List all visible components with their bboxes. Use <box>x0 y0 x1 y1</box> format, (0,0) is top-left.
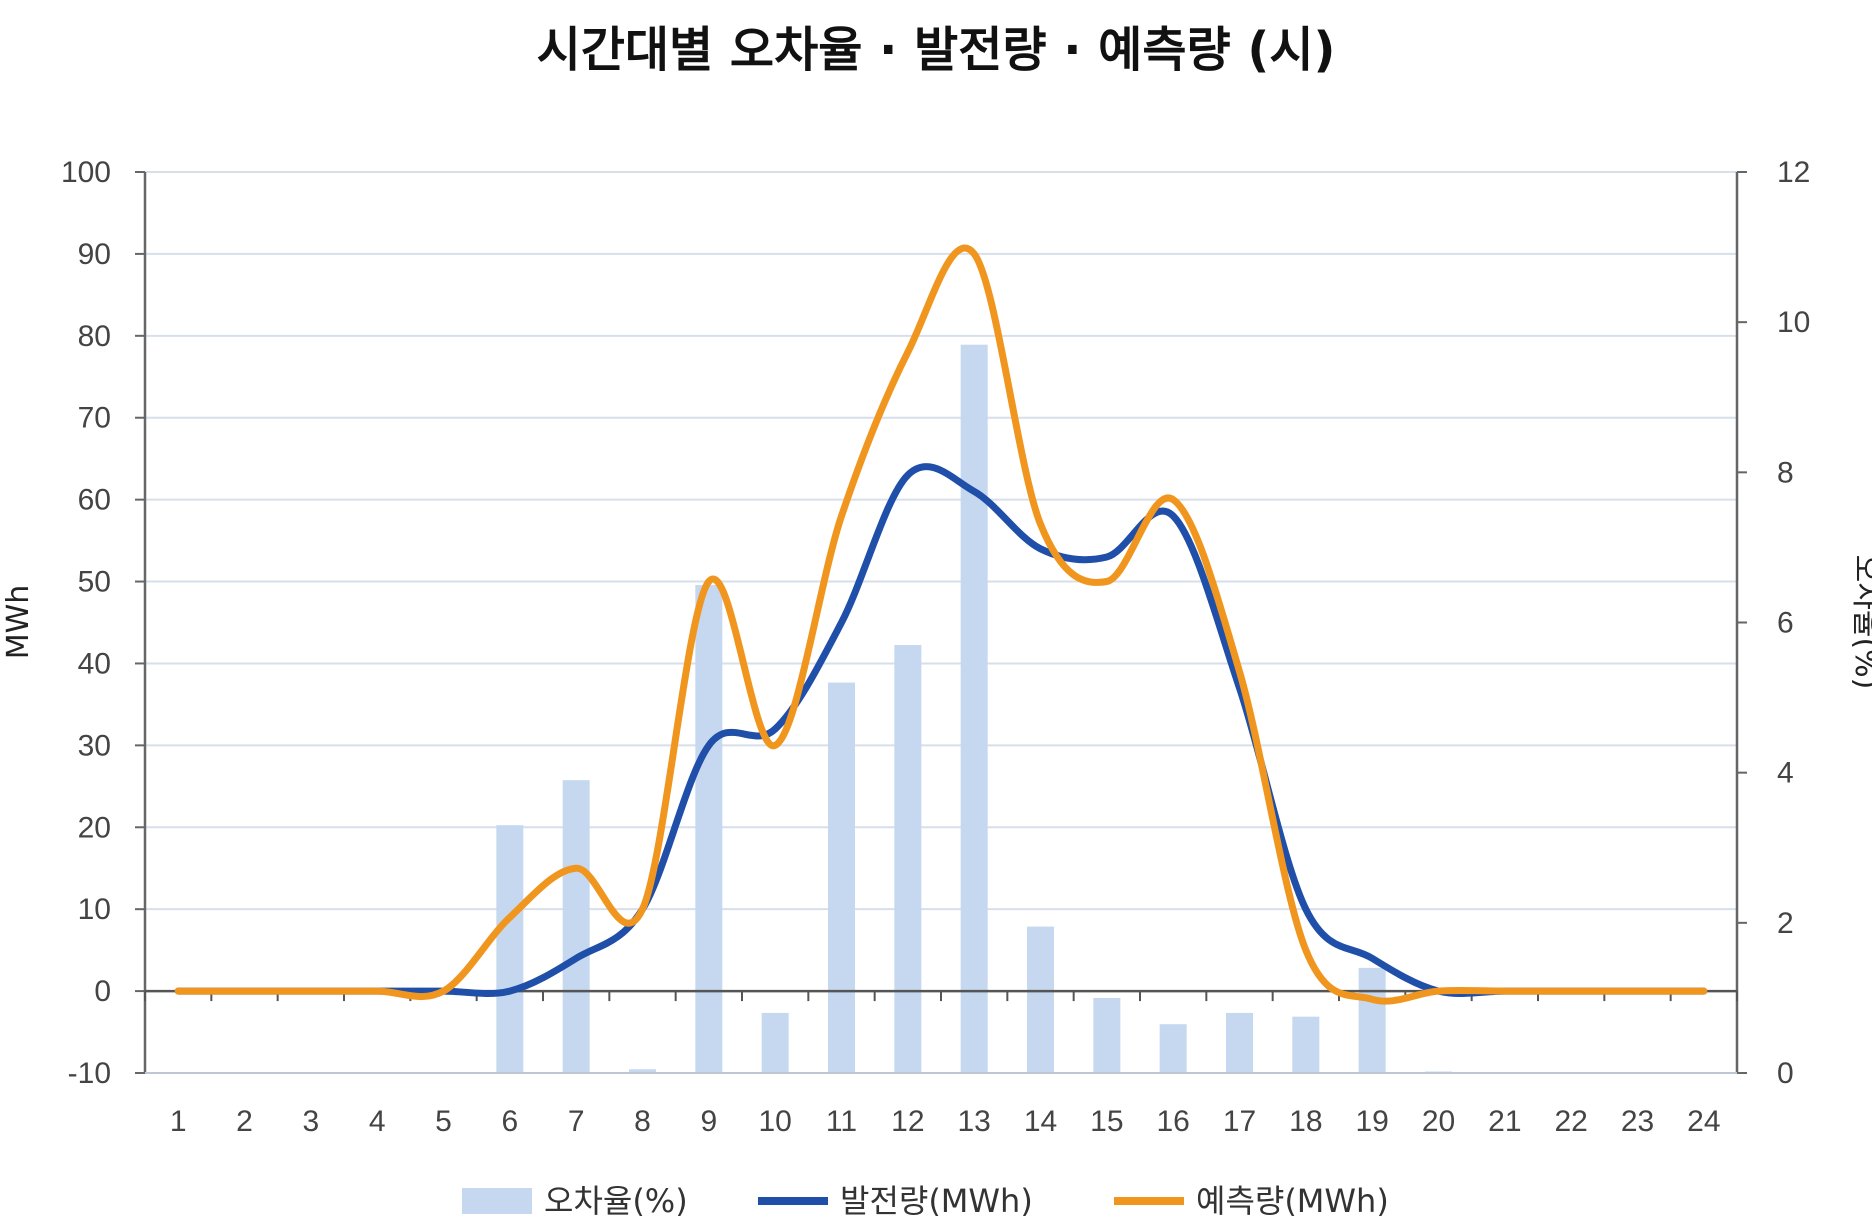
y-left-tick-label: 30 <box>78 729 111 762</box>
bar-error-rate <box>1027 926 1054 1073</box>
y-left-tick-label: -10 <box>68 1057 111 1090</box>
bar-error-rate <box>629 1069 656 1073</box>
x-tick-label: 4 <box>369 1105 386 1138</box>
x-tick-label: 18 <box>1289 1105 1322 1138</box>
bar-error-rate <box>496 825 524 1073</box>
bar-error-rate <box>1226 1012 1253 1073</box>
x-tick-label: 23 <box>1621 1105 1654 1138</box>
legend: 오차율(%) 발전량(MWh) 예측량(MWh) <box>462 1182 1389 1220</box>
y-left-tick-label: 100 <box>61 156 111 189</box>
bar-error-rate <box>894 645 922 1073</box>
line-generation <box>174 463 1708 998</box>
y-right-tick-label: 6 <box>1777 607 1794 640</box>
bar-error-rate <box>1292 1016 1320 1073</box>
x-tick-label: 1 <box>170 1105 187 1138</box>
x-tick-label: 2 <box>236 1105 253 1138</box>
y-axis-left-title: MWh <box>1 585 36 660</box>
x-tick-label: 16 <box>1156 1105 1189 1138</box>
x-tick-label: 9 <box>700 1105 717 1138</box>
y-left-tick-label: 20 <box>78 811 111 844</box>
y-left-tick-label: 80 <box>78 320 111 353</box>
bar-error-rate <box>1093 997 1121 1073</box>
bar-error-rate <box>761 1012 789 1073</box>
x-tick-label: 19 <box>1355 1105 1388 1138</box>
legend-label: 오차율(%) <box>544 1182 688 1220</box>
axes <box>135 171 1747 1074</box>
x-tick-label: 12 <box>891 1105 924 1138</box>
x-tick-label: 17 <box>1223 1105 1256 1138</box>
x-tick-label: 8 <box>634 1105 651 1138</box>
x-tick-label: 11 <box>826 1105 857 1138</box>
x-tick-label: 14 <box>1024 1105 1057 1138</box>
line-forecast <box>174 244 1708 1005</box>
bar-error-rate <box>695 584 723 1073</box>
y-left-tick-label: 70 <box>78 402 111 435</box>
legend-item-generation: 발전량(MWh) <box>758 1182 1033 1220</box>
y-right-tick-label: 10 <box>1777 306 1810 339</box>
bar-error-rate <box>960 344 988 1074</box>
chart-title: 시간대별 오차율 · 발전량 · 예측량 (시) <box>536 22 1336 78</box>
x-tick-label: 7 <box>568 1105 585 1138</box>
y-left-tick-label: 60 <box>78 484 111 517</box>
error-rate-bars <box>496 344 1452 1074</box>
legend-swatch <box>462 1188 532 1214</box>
x-tick-label: 3 <box>302 1105 319 1138</box>
bar-error-rate <box>562 780 590 1073</box>
x-tick-label: 22 <box>1554 1105 1587 1138</box>
legend-item-forecast: 예측량(MWh) <box>1114 1182 1389 1220</box>
bar-error-rate <box>1159 1024 1187 1073</box>
y-left-tick-label: 50 <box>78 566 111 599</box>
x-tick-label: 6 <box>501 1105 518 1138</box>
bar-error-rate <box>1358 967 1386 1073</box>
y-axis-right-title: 오차율(%) <box>1848 555 1872 690</box>
y-left-tick-label: 0 <box>94 975 111 1008</box>
x-tick-label: 15 <box>1090 1105 1123 1138</box>
series-lines <box>174 244 1708 1005</box>
x-tick-label: 21 <box>1488 1105 1521 1138</box>
y-left-tick-label: 10 <box>78 893 111 926</box>
y-right-tick-label: 2 <box>1777 907 1794 940</box>
y-right-tick-label: 8 <box>1777 456 1794 489</box>
x-tick-label: 5 <box>435 1105 452 1138</box>
x-tick-label: 10 <box>758 1105 791 1138</box>
x-tick-label: 20 <box>1422 1105 1455 1138</box>
y-left-tick-label: 40 <box>78 647 111 680</box>
y-right-tick-label: 4 <box>1777 757 1794 790</box>
grid-lines <box>145 171 1737 1074</box>
y-right-tick-label: 0 <box>1777 1057 1794 1090</box>
x-tick-label: 13 <box>957 1105 990 1138</box>
legend-label: 예측량(MWh) <box>1196 1182 1389 1220</box>
bar-error-rate <box>828 682 855 1073</box>
y-left-tick-label: 90 <box>78 238 111 271</box>
y-right-tick-label: 12 <box>1777 156 1810 189</box>
x-tick-label: 24 <box>1687 1105 1720 1138</box>
legend-label: 발전량(MWh) <box>840 1182 1033 1220</box>
legend-item-error-rate: 오차율(%) <box>462 1182 688 1220</box>
